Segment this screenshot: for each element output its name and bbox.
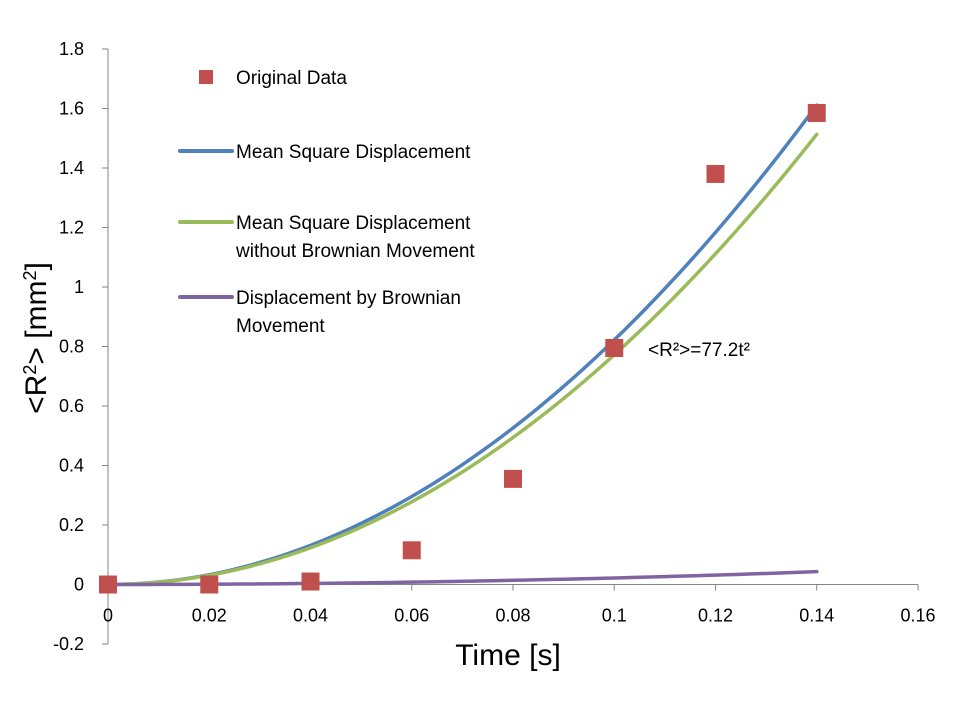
x-tick-label: 0.12 (698, 606, 733, 626)
y-tick-label: 0.6 (59, 396, 84, 416)
data-point (99, 575, 117, 594)
x-tick-label: 0.04 (293, 606, 328, 626)
x-axis-ticks: 0 0.02 0.04 0.06 0.08 0.1 0.12 0.14 0.16 (103, 584, 936, 626)
legend-label-3: Movement (236, 316, 325, 337)
y-tick-label: 1 (74, 277, 84, 297)
x-tick-label: 0.02 (192, 606, 227, 626)
x-tick-label: 0.06 (394, 606, 429, 626)
data-point (706, 164, 725, 183)
data-point (504, 469, 522, 488)
series-line-3 (106, 569, 819, 587)
legend-label-0: Original Data (236, 68, 347, 89)
y-tick-label: 0 (74, 575, 84, 595)
data-point (301, 572, 320, 591)
legend-label-1: Mean Square Displacement (236, 142, 471, 163)
y-tick-label: 1.4 (59, 158, 84, 178)
fit-annotation: <R²>=77.2t² (648, 340, 750, 361)
data-point (807, 103, 826, 122)
legend-label-3: Displacement by Brownian (236, 288, 461, 309)
y-tick-label: 1.2 (59, 218, 84, 238)
y-tick-label: 0.8 (59, 337, 84, 357)
y-tick-label: 0.2 (59, 515, 84, 535)
legend-label-2: without Brownian Movement (235, 241, 475, 262)
y-tick-label: 0.4 (59, 456, 84, 476)
y-axis-title-superscript: 2 (20, 270, 40, 280)
data-point (200, 575, 219, 594)
legend-marker-0 (199, 70, 213, 84)
legend-label-2: Mean Square Displacement (236, 213, 471, 234)
axes (107, 49, 918, 644)
series-line-2 (106, 132, 819, 587)
y-axis-title-part: ] (20, 262, 53, 270)
y-tick-label: 1.6 (59, 99, 84, 119)
y-tick-label: -0.2 (53, 634, 84, 654)
x-tick-label: 0.08 (495, 606, 530, 626)
y-tick-label: 1.8 (59, 39, 84, 59)
y-axis-title-superscript: 2 (20, 365, 40, 375)
x-tick-label: 0.14 (799, 606, 834, 626)
data-point (402, 541, 421, 560)
y-axis-title: <R2> [mm2] (20, 262, 53, 414)
x-tick-label: 0 (103, 606, 113, 626)
data-point (605, 338, 624, 357)
x-tick-label: 0.16 (900, 606, 935, 626)
x-tick-label: 0.1 (602, 606, 627, 626)
x-axis-title: Time [s] (455, 639, 561, 672)
y-axis-title-part: > [mm (20, 280, 53, 364)
plot-area (99, 103, 826, 594)
legend: Original Data Mean Square Displacement Mea… (178, 68, 475, 337)
y-axis-ticks: -0.2 0 0.2 0.4 0.6 0.8 1 1.2 1.4 1.6 1.8 (53, 39, 108, 654)
y-axis-title-part: <R (20, 375, 53, 414)
